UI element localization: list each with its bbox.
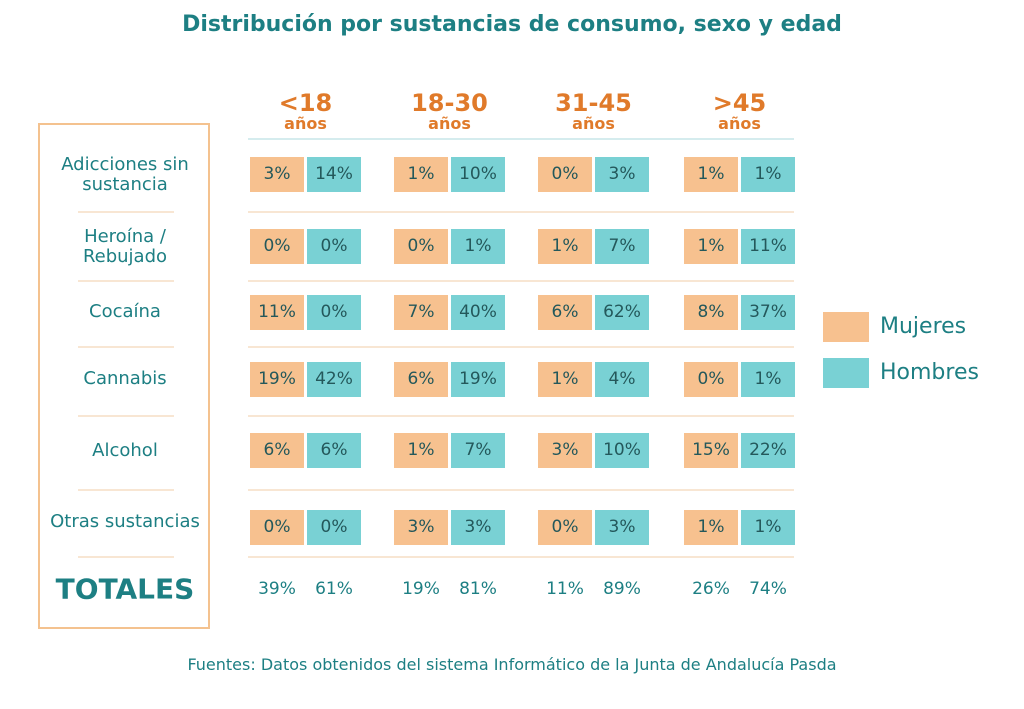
hombres-cell: 42%: [307, 362, 361, 397]
mujeres-cell: 1%: [538, 362, 592, 397]
hombres-cell: 0%: [307, 295, 361, 330]
hombres-cell: 3%: [595, 510, 649, 545]
hombres-cell: 3%: [595, 157, 649, 192]
legend-swatch: [823, 312, 869, 342]
hombres-cell: 6%: [307, 433, 361, 468]
legend-swatch: [823, 358, 869, 388]
label-separator: [78, 415, 174, 417]
hombres-cell: 1%: [741, 510, 795, 545]
chart-title: Distribución por sustancias de consumo, …: [182, 12, 842, 37]
hombres-cell: 19%: [451, 362, 505, 397]
hombres-cell: 7%: [595, 229, 649, 264]
label-separator: [78, 556, 174, 558]
mujeres-cell: 8%: [684, 295, 738, 330]
mujeres-cell: 0%: [684, 362, 738, 397]
mujeres-cell: 15%: [684, 433, 738, 468]
mujeres-cell: 1%: [394, 157, 448, 192]
mujeres-cell: 1%: [684, 510, 738, 545]
mujeres-cell: 3%: [394, 510, 448, 545]
mujeres-cell: 0%: [250, 510, 304, 545]
total-mujeres: 39%: [258, 579, 296, 599]
total-hombres: 61%: [315, 579, 353, 599]
mujeres-cell: 3%: [538, 433, 592, 468]
mujeres-cell: 6%: [250, 433, 304, 468]
age-range-label: 31-45: [555, 89, 632, 117]
age-range-label: 18-30: [411, 89, 488, 117]
label-separator: [78, 346, 174, 348]
label-separator: [78, 211, 174, 213]
legend-label: Hombres: [880, 360, 979, 385]
row-labels-frame: [38, 123, 210, 629]
header-rule: [248, 138, 794, 140]
hombres-cell: 4%: [595, 362, 649, 397]
row-label: Otras sustancias: [50, 511, 200, 532]
age-unit-label: años: [718, 114, 761, 133]
age-unit-label: años: [572, 114, 615, 133]
age-group-header: 31-45 años: [524, 90, 664, 132]
total-hombres: 81%: [459, 579, 497, 599]
label-separator: [78, 280, 174, 282]
label-separator: [78, 489, 174, 491]
source-note: Fuentes: Datos obtenidos del sistema Inf…: [187, 655, 837, 674]
hombres-cell: 3%: [451, 510, 505, 545]
hombres-cell: 62%: [595, 295, 649, 330]
hombres-cell: 1%: [741, 157, 795, 192]
row-label: Alcohol: [92, 440, 158, 461]
mujeres-cell: 0%: [538, 510, 592, 545]
row-label: Heroína / Rebujado: [82, 226, 168, 267]
age-range-label: <18: [278, 89, 333, 117]
hombres-cell: 14%: [307, 157, 361, 192]
row-label: Cocaína: [89, 301, 161, 322]
mujeres-cell: 1%: [684, 229, 738, 264]
mujeres-cell: 1%: [684, 157, 738, 192]
age-unit-label: años: [428, 114, 471, 133]
hombres-cell: 1%: [741, 362, 795, 397]
row-separator: [248, 211, 794, 213]
mujeres-cell: 1%: [394, 433, 448, 468]
hombres-cell: 1%: [451, 229, 505, 264]
total-mujeres: 26%: [692, 579, 730, 599]
row-label: Adicciones sin sustancia: [61, 154, 189, 195]
total-hombres: 89%: [603, 579, 641, 599]
row-separator: [248, 280, 794, 282]
mujeres-cell: 11%: [250, 295, 304, 330]
total-hombres: 74%: [749, 579, 787, 599]
row-separator: [248, 556, 794, 558]
hombres-cell: 7%: [451, 433, 505, 468]
hombres-cell: 0%: [307, 510, 361, 545]
hombres-cell: 11%: [741, 229, 795, 264]
hombres-cell: 10%: [595, 433, 649, 468]
age-unit-label: años: [284, 114, 327, 133]
mujeres-cell: 0%: [394, 229, 448, 264]
row-label: Cannabis: [83, 368, 167, 389]
hombres-cell: 22%: [741, 433, 795, 468]
totales-label: TOTALES: [55, 572, 195, 606]
total-mujeres: 11%: [546, 579, 584, 599]
hombres-cell: 10%: [451, 157, 505, 192]
hombres-cell: 40%: [451, 295, 505, 330]
age-group-header: >45 años: [670, 90, 810, 132]
mujeres-cell: 6%: [394, 362, 448, 397]
hombres-cell: 37%: [741, 295, 795, 330]
legend-label: Mujeres: [880, 314, 967, 339]
mujeres-cell: 3%: [250, 157, 304, 192]
mujeres-cell: 0%: [250, 229, 304, 264]
age-group-header: 18-30 años: [380, 90, 520, 132]
mujeres-cell: 6%: [538, 295, 592, 330]
row-separator: [248, 346, 794, 348]
row-separator: [248, 415, 794, 417]
row-separator: [248, 489, 794, 491]
age-group-header: <18 años: [236, 90, 376, 132]
age-range-label: >45: [712, 89, 767, 117]
mujeres-cell: 7%: [394, 295, 448, 330]
total-mujeres: 19%: [402, 579, 440, 599]
mujeres-cell: 19%: [250, 362, 304, 397]
mujeres-cell: 0%: [538, 157, 592, 192]
mujeres-cell: 1%: [538, 229, 592, 264]
hombres-cell: 0%: [307, 229, 361, 264]
